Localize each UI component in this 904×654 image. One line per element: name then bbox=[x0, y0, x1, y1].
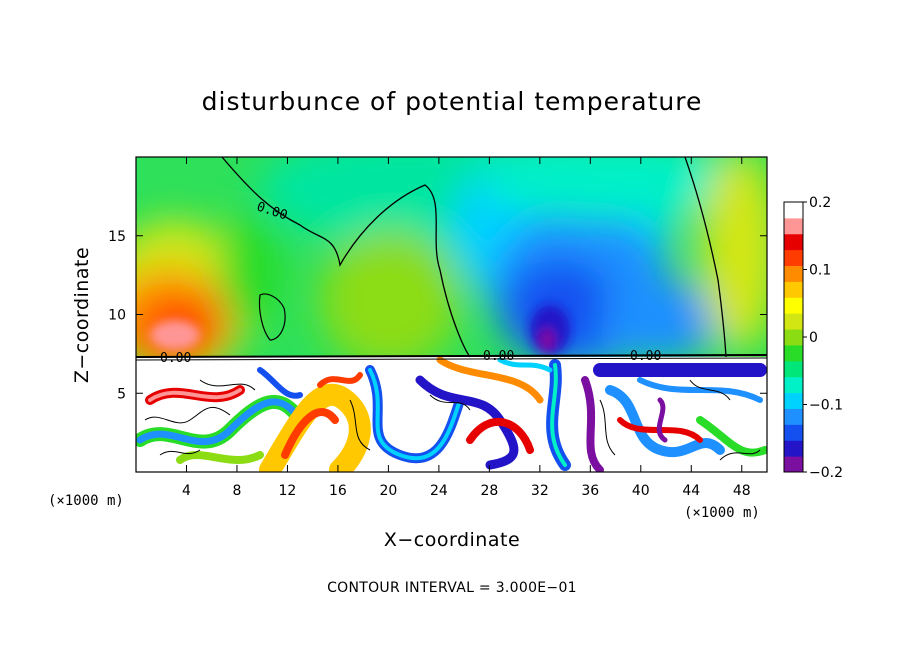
colorbar-band bbox=[784, 202, 803, 219]
colorbar-band bbox=[784, 297, 803, 314]
x-tick-label: 4 bbox=[182, 483, 191, 499]
y-axis-ticks: 5 10 15 bbox=[108, 229, 767, 402]
contour-label: 0.00 bbox=[483, 349, 514, 364]
y-tick-label: 5 bbox=[117, 386, 126, 402]
x-tick-label: 36 bbox=[581, 483, 599, 499]
colorbar-tick-label: 0.1 bbox=[809, 263, 831, 279]
colorbar-band bbox=[784, 408, 803, 425]
zero-contour-right bbox=[684, 157, 727, 358]
y-tick-label: 15 bbox=[108, 229, 126, 245]
colorbar-band bbox=[784, 233, 803, 251]
zero-contour bbox=[221, 157, 471, 358]
x-tick-label: 12 bbox=[279, 483, 297, 499]
colorbar-band bbox=[784, 265, 803, 282]
interface-contours bbox=[136, 354, 767, 361]
x-tick-label: 16 bbox=[329, 483, 347, 499]
lower-turbulent-field bbox=[136, 356, 767, 472]
x-axis-unit: (×1000 m) bbox=[684, 505, 760, 521]
x-tick-label: 24 bbox=[430, 483, 448, 499]
x-tick-label: 48 bbox=[733, 483, 751, 499]
x-tick-label: 8 bbox=[232, 483, 241, 499]
contour-interval: CONTOUR INTERVAL = 3.000E−01 bbox=[327, 580, 577, 596]
contour-label: 0.00 bbox=[160, 351, 191, 366]
colorbar-band bbox=[784, 329, 803, 346]
colorbar-band bbox=[784, 376, 803, 394]
colorbar bbox=[784, 202, 803, 473]
colorbar-band bbox=[784, 344, 803, 362]
colorbar-tick-label: 0.2 bbox=[809, 195, 831, 211]
colorbar-band bbox=[784, 392, 803, 409]
colorbar-ticks: 0.2 0.1 0 −0.1 −0.2 bbox=[803, 195, 843, 481]
colorbar-tick-label: 0 bbox=[809, 330, 818, 346]
colorbar-band bbox=[784, 249, 803, 267]
colorbar-band bbox=[784, 424, 803, 441]
colorbar-band bbox=[784, 360, 803, 378]
chart-title: disturbunce of potential temperature bbox=[202, 87, 703, 116]
y-axis-label: Z−coordinate bbox=[71, 247, 93, 383]
colorbar-band bbox=[784, 440, 803, 457]
y-axis-unit: (×1000 m) bbox=[48, 493, 124, 509]
colorbar-band bbox=[784, 217, 803, 235]
colorbar-band bbox=[784, 281, 803, 298]
colorbar-band bbox=[784, 313, 803, 330]
x-tick-label: 44 bbox=[682, 483, 700, 499]
x-tick-label: 20 bbox=[379, 483, 397, 499]
x-tick-label: 28 bbox=[480, 483, 498, 499]
contour-label: 0.00 bbox=[630, 349, 661, 364]
plot-area bbox=[136, 157, 767, 472]
colorbar-band bbox=[784, 456, 803, 473]
x-axis-ticks: 4 8 12 16 20 24 28 32 36 40 44 48 bbox=[182, 157, 751, 499]
x-tick-label: 32 bbox=[531, 483, 549, 499]
x-tick-label: 40 bbox=[632, 483, 650, 499]
y-tick-label: 10 bbox=[108, 308, 126, 324]
x-axis-label: X−coordinate bbox=[384, 529, 520, 551]
upper-field bbox=[136, 157, 767, 380]
colorbar-tick-label: −0.2 bbox=[809, 465, 843, 481]
zero-contour-loop bbox=[258, 293, 286, 341]
colorbar-tick-label: −0.1 bbox=[809, 398, 843, 414]
